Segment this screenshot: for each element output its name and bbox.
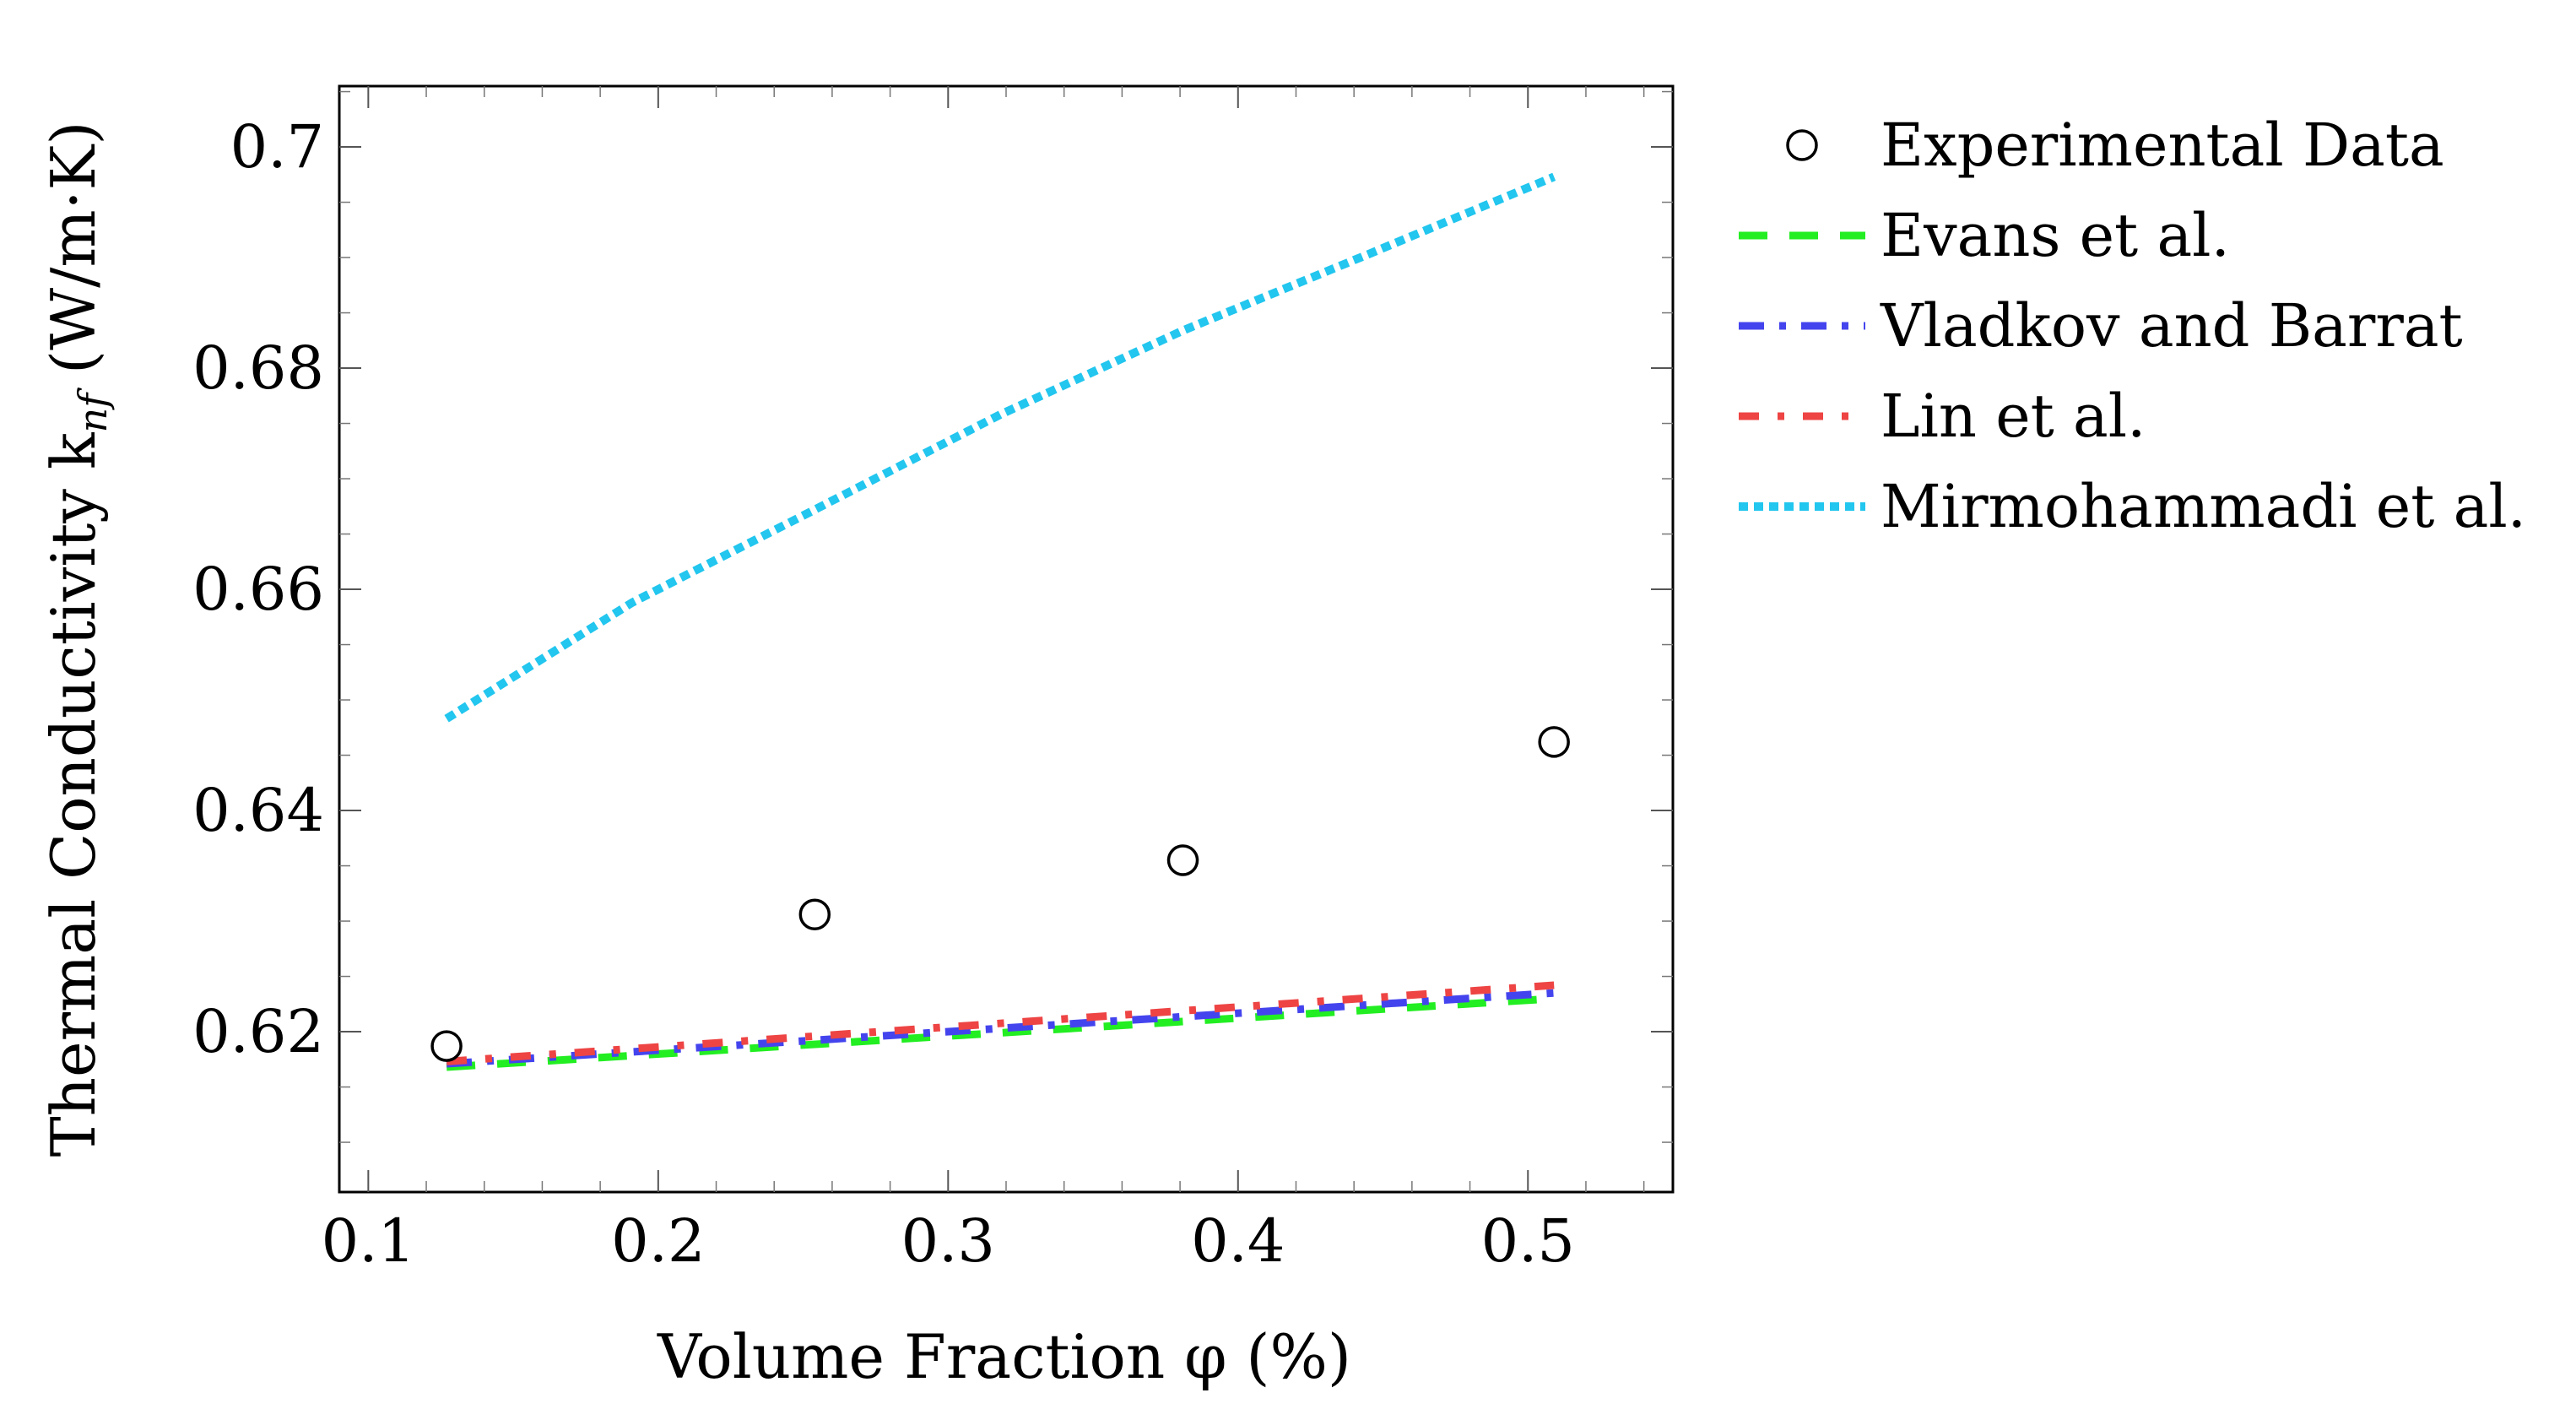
x-tick-label: 0.4: [1191, 1206, 1285, 1276]
legend-label-lin-et-al-: Lin et al.: [1881, 382, 2146, 451]
series-line-evans-et-al-: [446, 995, 1555, 1071]
legend: Experimental Data Evans et al. Vladkov and…: [1739, 111, 2526, 541]
legend-label-vladkov-and-barrat: Vladkov and Barrat: [1880, 291, 2463, 360]
series-layer: [430, 172, 1570, 1071]
y-tick-label: 0.62: [192, 997, 324, 1066]
y-axis-title-main: Thermal Conductivity k: [38, 431, 109, 1157]
experimental-data-point: [798, 898, 831, 930]
legend-label-mirmohammadi-et-al-: Mirmohammadi et al.: [1881, 472, 2526, 541]
x-tick-label: 0.2: [611, 1206, 705, 1276]
tick-labels: 0.1 0.2 0.3 0.4 0.5 0.62 0.64 0.66 0.68 0.7: [192, 112, 1575, 1276]
x-axis-title: Volume Fraction φ (%): [657, 1321, 1351, 1392]
y-tick-label: 0.7: [230, 112, 324, 182]
x-tick-label: 0.3: [901, 1206, 995, 1276]
y-axis-title-subscript: nf: [70, 388, 116, 433]
plot-frame: [338, 84, 1675, 1194]
y-tick-label: 0.66: [192, 555, 324, 624]
legend-marker-experimental-data: [1786, 129, 1818, 161]
y-axis-title-spacer: [38, 374, 109, 393]
series-line-lin-et-al-: [446, 981, 1555, 1065]
legend-label-experimental-data: Experimental Data: [1881, 111, 2444, 180]
experimental-data-point: [1166, 844, 1199, 876]
experimental-data-point: [430, 1030, 463, 1062]
legend-label-evans-et-al-: Evans et al.: [1881, 201, 2230, 270]
series-line-vladkov-and-barrat: [446, 989, 1555, 1068]
y-axis-title-units: (W/m·K): [38, 122, 109, 374]
experimental-data-point: [1538, 726, 1570, 758]
y-tick-label: 0.64: [192, 776, 324, 845]
x-tick-label: 0.5: [1481, 1206, 1575, 1276]
y-axis-title: Thermal Conductivity knf (W/m·K): [38, 122, 116, 1157]
series-line-mirmohammadi-et-al-: [444, 172, 1556, 723]
x-tick-label: 0.1: [322, 1206, 415, 1276]
axis-ticks: [339, 86, 1673, 1192]
y-tick-label: 0.68: [192, 333, 324, 403]
